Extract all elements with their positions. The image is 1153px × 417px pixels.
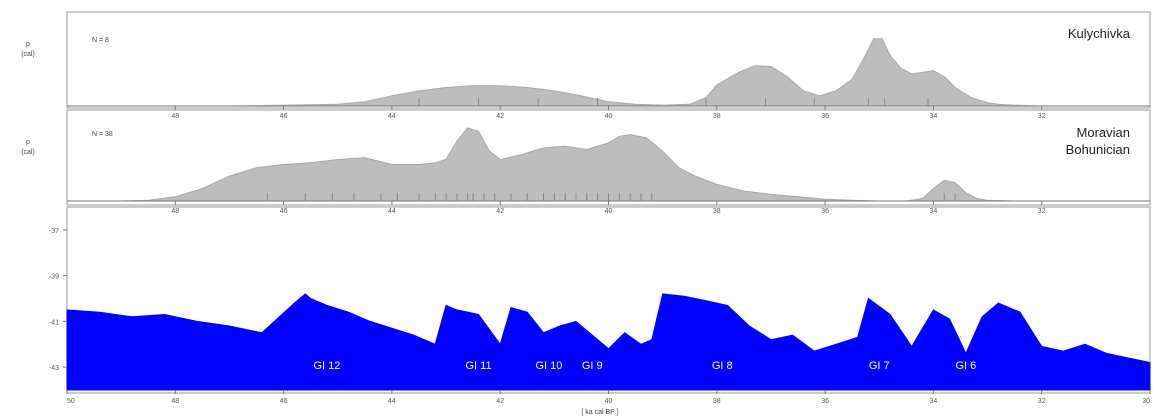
bot-x-tick-label: 38 xyxy=(713,398,721,405)
top-plot-frame xyxy=(66,11,1151,109)
top-x-tick-label: 42 xyxy=(496,113,504,120)
interstadial-labels: GI 12 GI 11 GI 10 GI 9 GI 8 GI 7 GI 6 xyxy=(313,360,976,372)
gi-label: GI 11 xyxy=(465,360,491,372)
top-density-series xyxy=(67,38,1150,107)
bot-x-tick-label: 42 xyxy=(496,398,504,405)
mid-x-tick-label: 48 xyxy=(171,208,179,215)
top-ylabel-cal: (cal) xyxy=(21,51,35,58)
mid-x-tick-label: 42 xyxy=(496,208,504,215)
top-x-tick-label: 48 xyxy=(171,113,179,120)
bot-y-tick-label: -41 xyxy=(49,319,59,326)
top-n-label: N = 8 xyxy=(92,37,109,44)
bot-y-tick-label: -43 xyxy=(49,365,59,372)
bot-x-tick-label: 50 xyxy=(67,398,75,405)
bot-x-tick-label: 30 xyxy=(1142,398,1150,405)
mid-x-tick-label: 38 xyxy=(713,208,721,215)
mid-x-tick-label: 36 xyxy=(821,208,829,215)
top-x-tick-label: 32 xyxy=(1038,113,1046,120)
mid-n-label: N = 38 xyxy=(92,131,113,138)
mid-x-tick-label: 34 xyxy=(930,208,938,215)
bot-x-tick-label: 40 xyxy=(605,398,613,405)
isotope-area xyxy=(66,293,1151,391)
top-ylabel-p: p xyxy=(26,41,30,48)
bot-y-axis: -37 -39 -41 -43 xyxy=(49,228,67,372)
top-x-tick-label: 44 xyxy=(388,113,396,120)
isotope-series xyxy=(66,293,1151,391)
bot-y-tick-label: -39 xyxy=(49,274,59,281)
mid-x-tick-label: 32 xyxy=(1038,208,1046,215)
moravian-bohunician-density-panel: p (cal) 48 46 44 42 40 38 36 34 32 N = 38 Moravi… xyxy=(21,109,1151,215)
top-x-tick-label: 34 xyxy=(930,113,938,120)
gi-label: GI 10 xyxy=(535,360,562,372)
mid-density-area xyxy=(67,127,1150,202)
bot-x-axis: 50 48 46 44 42 40 38 36 34 32 30 xyxy=(66,390,1151,405)
mid-density-series xyxy=(67,127,1150,202)
bot-x-tick-label: 36 xyxy=(821,398,829,405)
top-x-tick-label: 40 xyxy=(605,113,613,120)
gi-label: GI 12 xyxy=(313,360,340,372)
top-x-axis: 48 46 44 42 40 38 36 34 32 xyxy=(67,105,1150,120)
top-rug-ticks xyxy=(418,98,929,106)
mid-x-tick-label: 44 xyxy=(388,208,396,215)
bot-x-axis-title: [ ka cal BP ] xyxy=(581,409,618,416)
bot-x-tick-label: 34 xyxy=(930,398,938,405)
mid-x-tick-label: 40 xyxy=(605,208,613,215)
mid-ylabel-cal: (cal) xyxy=(21,149,35,156)
kulychivka-density-panel: p (cal) 48 46 44 42 40 38 36 34 32 N = 8 Kulychi… xyxy=(21,11,1151,120)
mid-x-tick-label: 46 xyxy=(280,208,288,215)
gi-label: GI 6 xyxy=(955,360,976,372)
bot-x-tick-label: 44 xyxy=(388,398,396,405)
bot-x-tick-label: 32 xyxy=(1038,398,1046,405)
kulychivka-label: Kulychivka xyxy=(1068,26,1131,41)
isotope-record-panel: -37 -39 -41 -43 50 48 46 44 42 40 38 36 34 32 30 GI 1… xyxy=(49,206,1151,416)
mid-x-axis: 48 46 44 42 40 38 36 34 32 xyxy=(67,200,1150,215)
gi-label: GI 7 xyxy=(869,360,890,372)
bot-x-tick-label: 48 xyxy=(171,398,179,405)
top-x-tick-label: 36 xyxy=(821,113,829,120)
top-x-tick-label: 38 xyxy=(713,113,721,120)
bohunician-label: Bohunician xyxy=(1066,142,1130,157)
bot-y-tick-label: -37 xyxy=(49,228,59,235)
top-density-area xyxy=(67,38,1150,107)
mid-rug-ticks xyxy=(266,193,956,201)
top-x-tick-label: 46 xyxy=(280,113,288,120)
moravian-label: Moravian xyxy=(1077,125,1130,140)
mid-ylabel-p: p xyxy=(26,139,30,146)
bot-x-tick-label: 46 xyxy=(280,398,288,405)
gi-label: GI 8 xyxy=(712,360,733,372)
gi-label: GI 9 xyxy=(582,360,603,372)
